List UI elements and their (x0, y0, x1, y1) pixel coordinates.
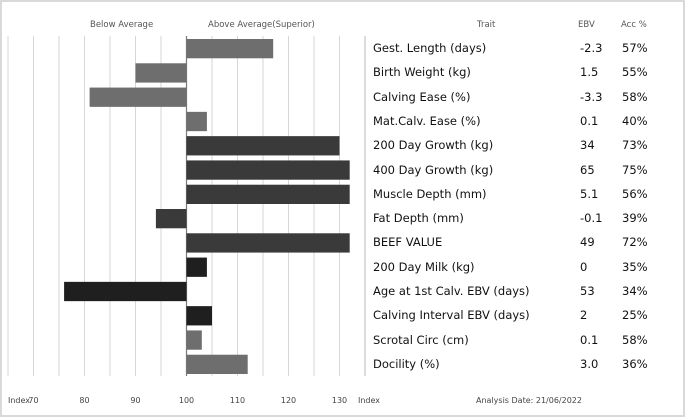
trait-label: Mat.Calv. Ease (%) (373, 114, 481, 128)
bar (186, 306, 212, 326)
bar (186, 354, 248, 374)
trait-label: Scrotal Circ (cm) (373, 332, 469, 347)
trait-label: Birth Weight (kg) (373, 65, 471, 80)
acc-value: 75% (622, 162, 648, 177)
trait-label: 400 Day Growth (kg) (373, 162, 494, 177)
ebv-value: -0.1 (580, 211, 603, 226)
ebv-value: 0.1 (580, 332, 599, 347)
ebv-header: EBV (578, 20, 595, 30)
ebv-value: -3.3 (580, 89, 603, 104)
trait-label: Muscle Depth (mm) (373, 186, 487, 201)
ebv-value: 0 (580, 259, 588, 274)
bar (64, 281, 187, 302)
trait-label: 200 Day Milk (kg) (373, 259, 475, 274)
acc-value: 55% (622, 65, 648, 80)
bar (89, 87, 187, 107)
ebv-value: 53 (580, 284, 595, 298)
trait-label: Calving Interval EBV (days) (373, 308, 530, 323)
trait-label: Fat Depth (mm) (373, 211, 464, 226)
analysis-date: Analysis Date: 21/06/2022 (476, 396, 582, 405)
ebv-value: 34 (580, 138, 595, 153)
trait-label: Age at 1st Calv. EBV (days) (373, 284, 530, 298)
acc-value: 58% (622, 89, 648, 104)
acc-value: 72% (622, 235, 648, 250)
ebv-value: 49 (580, 235, 595, 250)
trait-label: Docility (%) (373, 356, 440, 371)
bar (186, 111, 207, 132)
trait-label: Calving Ease (%) (373, 89, 471, 104)
ebv-value: 3.0 (580, 356, 599, 371)
x-tick-label: 100 (178, 396, 195, 405)
bar (186, 257, 207, 277)
acc-value: 73% (622, 138, 648, 153)
bar (186, 330, 202, 350)
trait-label: Gest. Length (days) (373, 41, 487, 56)
index-label-left: Index (8, 396, 31, 405)
bar (135, 63, 187, 83)
trait-label: BEEF VALUE (373, 235, 443, 250)
bar (186, 160, 350, 180)
acc-value: 58% (622, 332, 648, 347)
x-tick-label: 70 (28, 396, 39, 405)
acc-value: 36% (622, 356, 648, 371)
ebv-value: 5.1 (580, 186, 599, 201)
acc-value: 35% (622, 259, 648, 274)
x-tick-label: 110 (229, 396, 246, 405)
acc-value: 40% (622, 114, 648, 128)
below-average-header: Below Average (90, 20, 154, 30)
x-tick-label: 130 (331, 396, 348, 405)
index-label-right: Index (358, 396, 381, 405)
acc-value: 34% (622, 284, 648, 298)
ebv-value: -2.3 (580, 41, 603, 56)
bar (186, 136, 340, 156)
trait-label: 200 Day Growth (kg) (373, 138, 494, 153)
bar (186, 233, 350, 253)
ebv-value: 65 (580, 162, 595, 177)
acc-value: 39% (622, 211, 648, 226)
above-average-header: Above Average(Superior) (208, 20, 315, 30)
ebv-value: 1.5 (580, 65, 599, 80)
x-tick-label: 120 (280, 396, 297, 405)
trait-header: Trait (477, 20, 496, 30)
ebv-value: 2 (580, 308, 588, 323)
x-tick-label: 90 (130, 396, 141, 405)
bar (186, 184, 350, 204)
ebv-value: 0.1 (580, 114, 599, 128)
acc-value: 57% (622, 41, 648, 56)
acc-value: 56% (622, 186, 648, 201)
bar (186, 39, 274, 59)
x-tick-label: 80 (79, 396, 90, 405)
acc-value: 25% (622, 308, 648, 323)
acc-header: Acc % (621, 20, 647, 30)
bar (155, 209, 187, 229)
